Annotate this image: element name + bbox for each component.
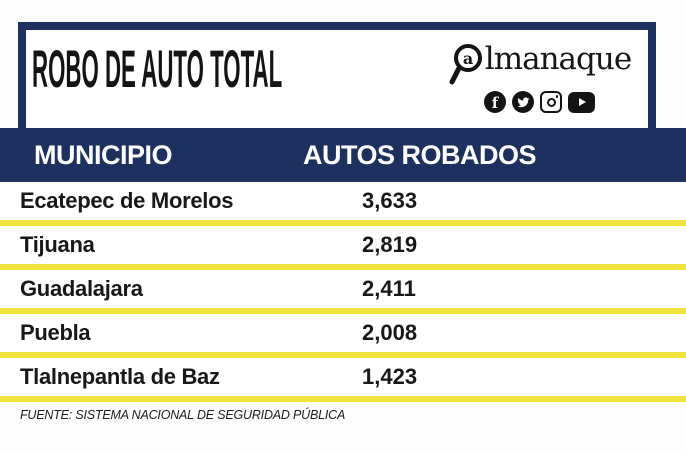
row-divider <box>0 352 686 358</box>
magnifier-at-icon: a <box>449 44 482 85</box>
youtube-play-triangle <box>579 98 586 106</box>
instagram-lens <box>546 97 556 107</box>
municipio-cell: Tijuana <box>20 232 95 257</box>
facebook-icon: f <box>484 91 506 113</box>
twitter-icon <box>512 91 534 113</box>
almanaque-logo: a lmanaque <box>448 41 632 86</box>
instagram-dot <box>555 95 558 98</box>
brand-wordmark: lmanaque <box>484 41 632 77</box>
municipio-cell: Ecatepec de Morelos <box>20 188 234 213</box>
autos-robados-cell: 1,423 <box>362 364 418 389</box>
column-header-autos-robados: AUTOS ROBADOS <box>303 140 537 170</box>
table-row: Ecatepec de Morelos 3,633 <box>0 182 686 220</box>
autos-robados-cell: 3,633 <box>362 188 418 213</box>
facebook-glyph: f <box>491 94 499 112</box>
instagram-icon <box>540 91 562 113</box>
social-icons: f <box>484 91 595 113</box>
municipio-cell: Tlalnepantla de Baz <box>20 364 220 389</box>
header-box: ROBO DE AUTO TOTAL a lmanaque f <box>18 22 656 128</box>
table-row: Guadalajara 2,411 <box>0 270 686 308</box>
brand-area: a lmanaque f <box>447 42 632 113</box>
youtube-icon <box>568 91 595 113</box>
table-row: Tlalnepantla de Baz 1,423 <box>0 358 686 396</box>
magnifier-letter: a <box>463 49 473 68</box>
row-divider <box>0 264 686 270</box>
row-divider <box>0 308 686 314</box>
table-header: MUNICIPIO AUTOS ROBADOS <box>0 128 686 182</box>
autos-robados-cell: 2,008 <box>362 320 418 345</box>
table-body: Ecatepec de Morelos 3,633 Tijuana 2,819 … <box>0 182 686 402</box>
autos-robados-cell: 2,819 <box>362 232 418 257</box>
autos-robados-cell: 2,411 <box>362 276 416 301</box>
municipio-cell: Guadalajara <box>20 276 143 301</box>
municipio-cell: Puebla <box>20 320 91 345</box>
source-note: FUENTE: SISTEMA NACIONAL DE SEGURIDAD PÚ… <box>20 408 346 422</box>
table-row: Tijuana 2,819 <box>0 226 686 264</box>
row-divider <box>0 396 686 402</box>
row-divider <box>0 220 686 226</box>
infographic-title: ROBO DE AUTO TOTAL <box>32 40 283 99</box>
column-header-municipio: MUNICIPIO <box>34 140 173 170</box>
table-row: Puebla 2,008 <box>0 314 686 352</box>
